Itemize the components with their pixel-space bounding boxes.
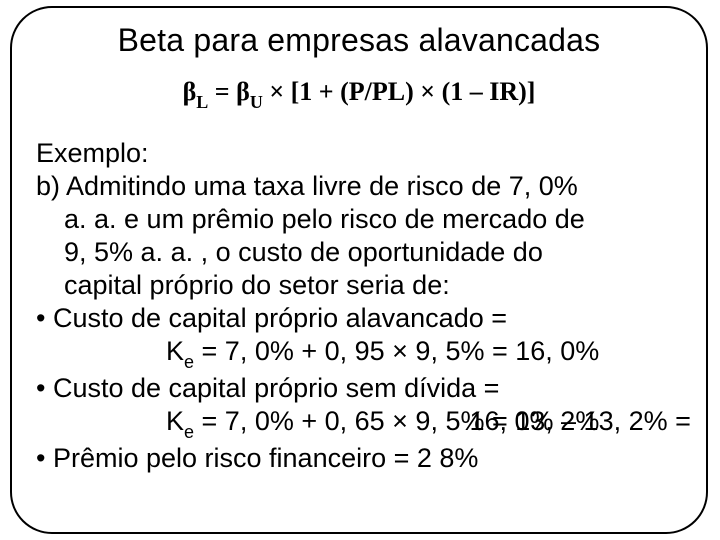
body-line-3: a. a. e um prêmio pelo risco de mercado … [36,203,682,236]
ke-sub-2: e [184,422,194,442]
formula-eq: = [208,77,236,106]
formula-rest: × [1 + (P/PL) × (1 – IR)] [263,77,536,106]
beta-formula: βL = βU × [1 + (P/PL) × (1 – IR)] [36,77,682,111]
ke-calc-2a: = 7, 0% + 0, 65 × 9, [194,406,445,436]
body-line-2: b) Admitindo uma taxa livre de risco de … [36,170,682,203]
body-line-6: • Custo de capital próprio alavancado = [36,302,682,335]
overlap-text: 5% = 13, 2%16, 0% – 13, 2% = [445,405,599,438]
beta-u-sub: U [250,92,263,112]
body-line-5: capital próprio do setor seria de: [36,269,682,302]
ke-sub-1: e [184,352,194,372]
beta-l-symbol: β [183,77,197,106]
body-line-4: 9, 5% a. a. , o custo de oportunidade do [36,236,682,269]
body-line-8: • Custo de capital próprio sem dívida = [36,372,682,405]
slide-body: Exemplo: b) Admitindo uma taxa livre de … [36,137,682,475]
slide-title: Beta para empresas alavancadas [36,22,682,59]
ke-calc-1: = 7, 0% + 0, 95 × 9, 5% = 16, 0% [194,336,599,366]
body-line-1: Exemplo: [36,137,682,170]
ke-symbol-2: K [166,406,184,436]
body-line-10: • Prêmio pelo risco financeiro = 2 8% [36,442,682,475]
ke-symbol-1: K [166,336,184,366]
beta-l-sub: L [196,92,208,112]
overlap-layer-2: 16, 0% – 13, 2% = [469,405,690,438]
slide-frame: Beta para empresas alavancadas βL = βU ×… [10,6,708,534]
beta-u-symbol: β [236,77,250,106]
body-line-9: Ke = 7, 0% + 0, 65 × 9, 5% = 13, 2%16, 0… [36,405,682,442]
body-line-7: Ke = 7, 0% + 0, 95 × 9, 5% = 16, 0% [36,335,682,372]
